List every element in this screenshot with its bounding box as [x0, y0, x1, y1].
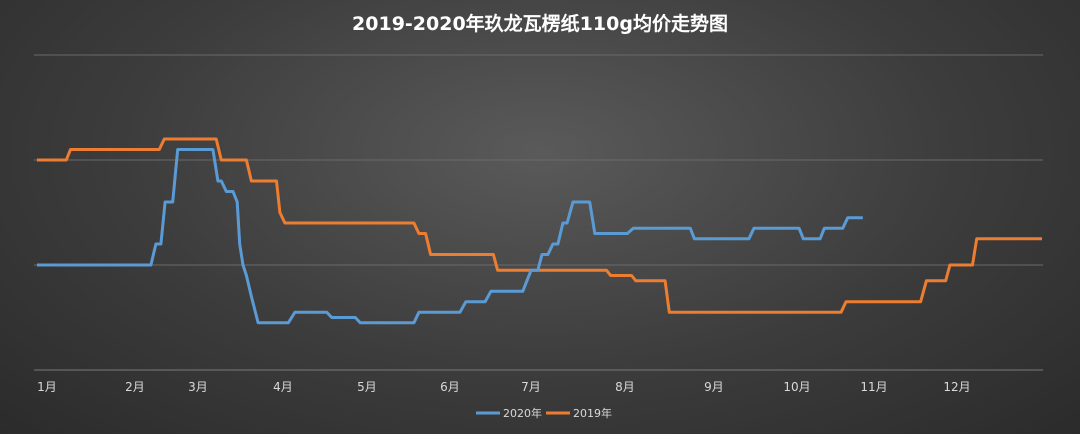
chart-title: 2019-2020年玖龙瓦楞纸110g均价走势图 [352, 12, 728, 35]
x-tick-label: 1月 [37, 380, 57, 394]
x-tick-label: 2月 [125, 380, 145, 394]
x-tick-labels: 1月 2月 3月 4月 5月 6月 7月 8月 9月 10月 11月 12月 [37, 380, 970, 394]
legend-label: 2019年 [573, 406, 612, 420]
series-lines [37, 137, 1042, 325]
x-tick-label: 7月 [521, 380, 541, 394]
x-tick-label: 12月 [943, 380, 970, 394]
x-tick-label: 9月 [704, 380, 724, 394]
legend: 2020年 2019年 [476, 406, 612, 420]
x-tick-label: 4月 [273, 380, 293, 394]
legend-label: 2020年 [503, 406, 542, 420]
gridlines [34, 54, 1043, 266]
x-tick-label: 5月 [357, 380, 377, 394]
series-line-2019 [37, 137, 1042, 314]
x-tick-label: 10月 [783, 380, 810, 394]
series-line-2020 [37, 148, 863, 325]
x-tick-label: 11月 [860, 380, 887, 394]
x-tick-label: 3月 [188, 380, 208, 394]
x-tick-label: 8月 [615, 380, 635, 394]
x-tick-label: 6月 [440, 380, 460, 394]
